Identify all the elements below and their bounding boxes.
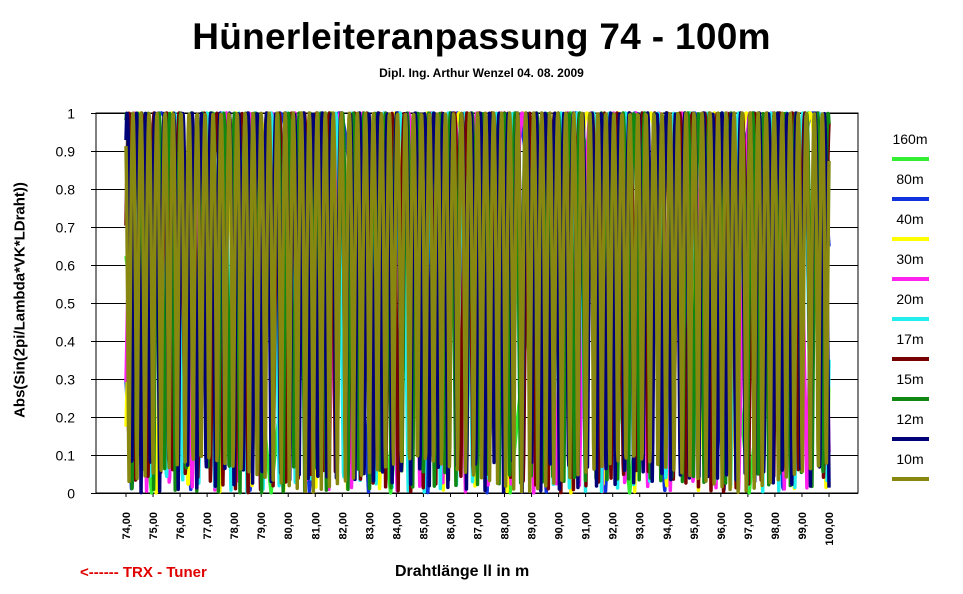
- x-tick-label: 83,00: [364, 512, 376, 540]
- legend-label: 17m: [896, 331, 923, 347]
- x-tick-label: 74,00: [121, 512, 133, 540]
- y-tick-label: 0.9: [56, 144, 76, 160]
- y-tick-label: 0.3: [56, 372, 76, 388]
- x-tick-label: 97,00: [743, 512, 755, 540]
- x-tick-label: 91,00: [581, 512, 593, 540]
- y-tick-labels: 0 0.1 0.2 0.3 0.4 0.5 0.6 0.7 0.8 0.9 1: [56, 106, 76, 502]
- x-tick-label: 79,00: [256, 512, 268, 540]
- x-tick-label: 96,00: [716, 512, 728, 540]
- y-tick-label: 0.8: [56, 182, 76, 198]
- x-tick-label: 88,00: [500, 512, 512, 540]
- y-tick-label: 1: [67, 106, 75, 122]
- y-tick-label: 0: [67, 486, 75, 502]
- legend-label: 20m: [896, 291, 923, 307]
- x-tick-label: 99,00: [797, 512, 809, 540]
- x-tick-label: 94,00: [662, 512, 674, 540]
- trx-tuner-note: <------ TRX - Tuner: [80, 564, 207, 581]
- y-tick-label: 0.7: [56, 220, 76, 236]
- chart-subtitle: Dipl. Ing. Arthur Wenzel 04. 08. 2009: [379, 66, 584, 80]
- series-lines: [124, 111, 831, 495]
- x-tick-label: 98,00: [770, 512, 782, 540]
- x-tick-labels: 74,00 75,00 76,00 77,00 78,00 79,00 80,00 81,00…: [121, 512, 836, 546]
- y-tick-label: 0.6: [56, 258, 76, 274]
- x-tick-label: 78,00: [229, 512, 241, 540]
- legend-label: 15m: [896, 371, 923, 387]
- x-tick-label: 95,00: [689, 512, 701, 540]
- legend-label: 12m: [896, 411, 923, 427]
- x-tick-label: 89,00: [527, 512, 539, 540]
- chart-title: Hünerleiteranpassung 74 - 100m: [192, 16, 771, 57]
- y-tick-label: 0.2: [56, 410, 76, 426]
- x-tick-label: 76,00: [175, 512, 187, 540]
- legend: 160m 80m 40m 30m 20m 17m 15m 12m 10m: [892, 131, 929, 481]
- x-axis-label: Drahtlänge ll in m: [395, 563, 530, 580]
- x-tick-label: 90,00: [554, 512, 566, 540]
- x-tick-label: 93,00: [635, 512, 647, 540]
- x-tick-label: 86,00: [445, 512, 457, 540]
- legend-label: 10m: [896, 451, 923, 467]
- x-tick-label: 82,00: [337, 512, 349, 540]
- x-tick-label: 100,00: [824, 512, 836, 546]
- y-tick-label: 0.5: [56, 296, 76, 312]
- x-tick-label: 92,00: [608, 512, 620, 540]
- legend-label: 80m: [896, 171, 923, 187]
- x-tick-label: 80,00: [283, 512, 295, 540]
- y-tick-label: 0.1: [56, 448, 76, 464]
- x-tick-label: 84,00: [391, 512, 403, 540]
- x-tick-label: 77,00: [202, 512, 214, 540]
- legend-label: 40m: [896, 211, 923, 227]
- legend-label: 160m: [892, 131, 927, 147]
- y-tick-label: 0.4: [56, 334, 76, 350]
- legend-label: 30m: [896, 251, 923, 267]
- series-line-10m: [124, 111, 831, 495]
- x-tick-label: 81,00: [310, 512, 322, 540]
- x-tick-label: 87,00: [473, 512, 485, 540]
- x-tick-label: 85,00: [418, 512, 430, 540]
- x-tick-label: 75,00: [148, 512, 160, 540]
